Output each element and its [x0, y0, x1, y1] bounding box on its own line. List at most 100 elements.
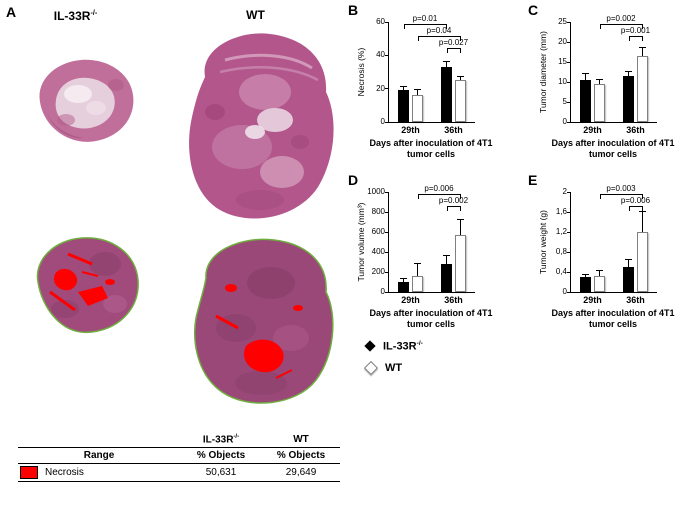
histology-il33r-he-image [39, 59, 134, 142]
y-tick-label: 40 [376, 50, 385, 60]
y-tick-label: 10 [558, 77, 567, 86]
bar-il33r [623, 76, 634, 122]
wt-diamond-icon [363, 360, 379, 375]
error-bar-cap [400, 278, 407, 279]
plot-area: 0 5 10 15 20 25 29th 36th p=0.002 p=0.001 [558, 14, 657, 135]
y-tick-label: 20 [376, 83, 385, 93]
y-tick-label: 800 [371, 207, 385, 216]
error-bar-line [446, 62, 447, 67]
error-bar-cap [414, 89, 421, 91]
x-category-label: 29th [401, 295, 420, 305]
error-bar-line [599, 271, 600, 276]
significance-bracket [599, 24, 643, 29]
y-tick-label: 0 [562, 117, 567, 126]
significance-bracket [599, 194, 643, 199]
y-tick-mark [567, 61, 571, 63]
x-axis-title-line: tumor cells [588, 148, 637, 159]
bar-il33r [441, 67, 452, 122]
error-bar-cap [596, 270, 603, 271]
error-bar-line [417, 264, 418, 276]
x-category-label: 36th [444, 125, 463, 135]
necrosis-table: IL-33R-/- WT Range % Objects % Objects N… [18, 432, 340, 483]
panel-a-col1-base: IL-33R [53, 9, 91, 23]
legend-label-il33r-base: IL-33R [383, 340, 417, 353]
panel-c-label: C [528, 2, 539, 18]
significance-bracket [628, 206, 643, 211]
y-tick-label: 0 [380, 287, 385, 296]
table-cell-wt-value: 29,649 [285, 467, 317, 479]
chart-necrosis-percent: 0 20 40 60 29th 36th p=0.01 p=0.04 p=0.027 Necros… [352, 6, 502, 168]
chart-tumor-weight: 0 0,4 0,8 1,2 1,6 2 29th 36th p=0.003 p=0.006 Tumo… [534, 176, 684, 338]
table-header-wt: WT [293, 434, 309, 446]
y-tick-mark [567, 41, 571, 43]
legend-label-il33r: IL-33R-/- [383, 340, 423, 353]
x-axis-title: Days after inoculation of 4T1 tumor cells [548, 138, 678, 159]
y-tick-label: 20 [558, 37, 567, 46]
y-axis-title: Tumor weight (g) [538, 210, 548, 274]
table-subheader-objects2: % Objects [276, 450, 326, 462]
y-tick-label: 1,2 [555, 227, 567, 236]
error-bar-line [642, 212, 643, 232]
bar-wt [455, 80, 466, 122]
x-category-label: 29th [583, 295, 602, 305]
error-bar-line [585, 74, 586, 80]
bar-wt [594, 84, 605, 122]
panel-a-col1-sup: -/- [90, 8, 98, 17]
x-category-label: 29th [401, 125, 420, 135]
error-bar-cap [582, 273, 589, 275]
panel-b-label: B [348, 2, 359, 18]
error-bar-line [417, 90, 418, 96]
y-tick-mark [385, 231, 389, 233]
error-bar-line [628, 72, 629, 76]
table-header-empty [18, 438, 180, 442]
x-axis-title-line: Days after inoculation of 4T1 [369, 308, 493, 318]
bar-wt [412, 95, 423, 122]
y-tick-label: 60 [376, 17, 385, 26]
legend-item-il33r: IL-33R-/- [364, 340, 423, 353]
chart-tumor-diameter: 0 5 10 15 20 25 29th 36th p=0.002 p=0.001 Tumor di… [534, 6, 684, 168]
y-tick-mark [567, 211, 571, 213]
error-bar-cap [457, 76, 464, 77]
bar-wt [594, 276, 605, 292]
x-category-label: 29th [583, 125, 602, 135]
error-bar-cap [639, 211, 646, 212]
y-tick-mark [385, 191, 389, 193]
y-tick-label: 2 [562, 187, 567, 196]
panel-a-col1-title: IL-33R-/- [28, 8, 123, 23]
y-axis-title: Tumor diameter (mm) [538, 31, 548, 113]
table-header-il33r: IL-33R-/- [180, 432, 262, 447]
p-value-label: p=0.001 [620, 26, 651, 35]
x-axis-title-line: tumor cells [406, 148, 455, 159]
table-subheader-objects1: % Objects [196, 450, 246, 462]
y-axis-title: Necrosis (%) [356, 47, 366, 97]
x-category-label: 36th [626, 125, 645, 135]
legend: IL-33R-/- WT [363, 340, 423, 383]
error-bar-line [403, 87, 404, 91]
x-axis-title-line: tumor cells [588, 318, 637, 329]
y-tick-label: 15 [558, 57, 567, 66]
table-subheader-row: Range % Objects % Objects [18, 448, 340, 465]
y-tick-label: 1000 [367, 187, 385, 196]
error-bar-line [446, 256, 447, 264]
y-tick-mark [385, 211, 389, 213]
y-axis-title: Tumor volume (mm³) [356, 202, 366, 282]
x-category-label: 36th [444, 295, 463, 305]
x-axis-title-line: Days after inoculation of 4T1 [551, 138, 675, 148]
error-bar-cap [625, 71, 632, 72]
y-tick-label: 0,8 [555, 247, 567, 256]
legend-item-wt: WT [363, 360, 423, 375]
histology-wt-he-image [189, 33, 334, 219]
error-bar-line [460, 77, 461, 81]
error-bar-line [585, 274, 586, 277]
p-value-label: p=0.002 [438, 196, 469, 205]
p-value-label: p=0.002 [606, 14, 636, 23]
bar-wt [637, 232, 648, 292]
legend-label-il33r-sup: -/- [416, 340, 423, 347]
error-bar-cap [625, 258, 632, 260]
panel-a-col2-title: WT [246, 8, 265, 22]
error-bar-cap [443, 61, 450, 62]
error-bar-line [599, 80, 600, 84]
significance-bracket [417, 36, 461, 41]
error-bar-line [403, 279, 404, 282]
bar-il33r [398, 282, 409, 292]
